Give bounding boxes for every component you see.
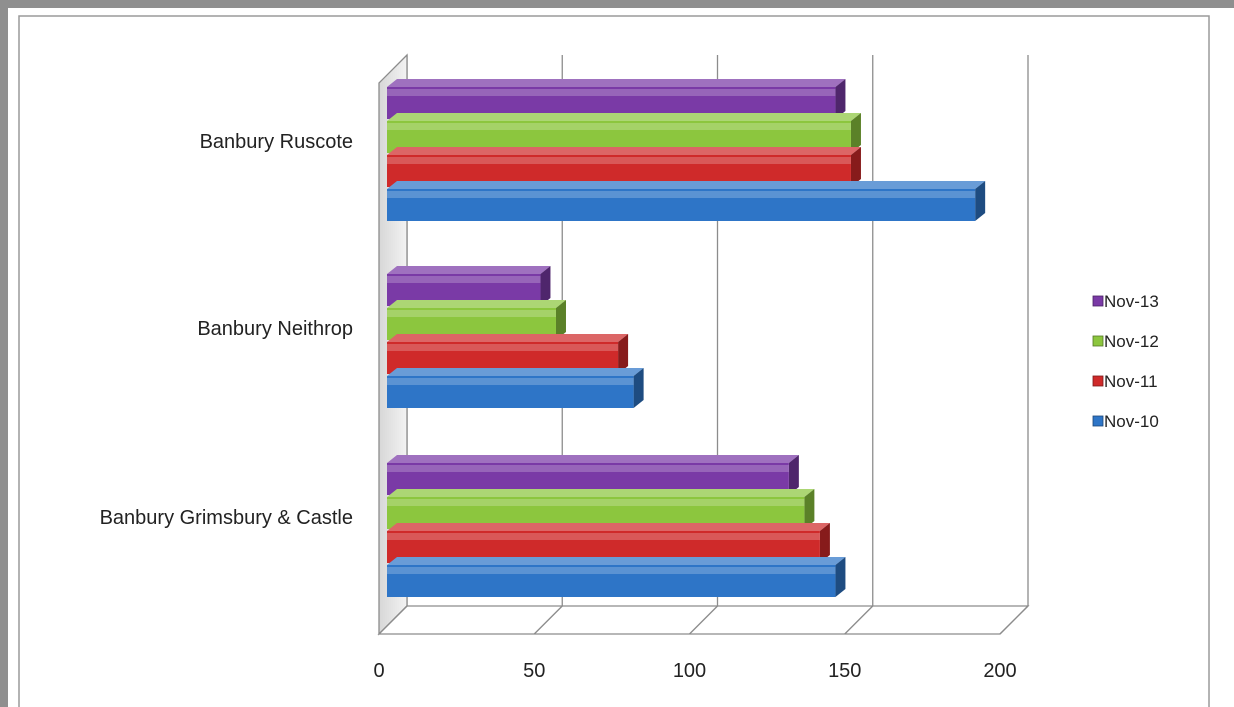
category-label: Banbury Ruscote <box>200 131 353 153</box>
bar-end-face <box>819 523 830 563</box>
legend-item-Nov-10: Nov-10 <box>1092 412 1159 431</box>
bar-end-face <box>835 557 846 597</box>
chart-border-top <box>0 0 1234 8</box>
legend-swatch <box>1092 415 1104 427</box>
bar-end-face <box>555 300 566 340</box>
floor-tick-50 <box>533 605 563 635</box>
bar-top-face <box>387 557 846 565</box>
floor-tick-200 <box>999 605 1029 635</box>
bar-Nov-10-Banbury Neithrop <box>387 368 644 408</box>
bar-end-face <box>975 181 986 221</box>
chart-border-left <box>0 0 8 707</box>
bar-end-face <box>618 334 629 374</box>
x-tick-label: 150 <box>828 660 861 682</box>
bar-end-face <box>788 455 799 495</box>
floor-tick-0 <box>378 605 408 635</box>
category-label: Banbury Grimsbury & Castle <box>100 507 353 529</box>
bar-top-face <box>387 113 861 121</box>
bar-top-face <box>387 455 799 463</box>
legend-item-Nov-13: Nov-13 <box>1092 292 1159 311</box>
bar-highlight <box>387 465 789 472</box>
bar-highlight <box>387 123 851 130</box>
floor-tick-150 <box>844 605 874 635</box>
legend: Nov-13 Nov-12 Nov-11 Nov-10 <box>1092 292 1159 431</box>
chart-inner-border <box>18 15 1210 707</box>
bar-top-face <box>387 334 629 342</box>
category-label: Banbury Neithrop <box>197 318 353 340</box>
x-tick-label: 100 <box>673 660 706 682</box>
legend-swatch <box>1092 375 1104 387</box>
bar-highlight <box>387 310 556 317</box>
x-tick-label: 0 <box>373 660 384 682</box>
bar-top-face <box>387 147 861 155</box>
bar-front-face <box>387 565 836 597</box>
bar-highlight <box>387 533 820 540</box>
bar-Nov-10-Banbury Ruscote <box>387 181 986 221</box>
legend-label: Nov-12 <box>1104 332 1159 351</box>
bar-front-face <box>387 376 634 408</box>
bar-highlight <box>387 567 836 574</box>
bar-top-face <box>387 523 830 531</box>
bar-top-face <box>387 489 815 497</box>
bar-highlight <box>387 157 851 164</box>
bar-top-face <box>387 266 551 274</box>
legend-item-Nov-12: Nov-12 <box>1092 332 1159 351</box>
bar-end-face <box>633 368 644 408</box>
legend-swatch <box>1092 335 1104 347</box>
floor-tick-100 <box>689 605 718 635</box>
bar-end-face <box>540 266 551 306</box>
x-tick-label: 200 <box>983 660 1016 682</box>
legend-label: Nov-11 <box>1104 372 1158 391</box>
legend-label: Nov-13 <box>1104 292 1159 311</box>
bar-end-face <box>850 113 861 153</box>
bar-top-face <box>387 79 846 87</box>
bar-highlight <box>387 499 805 506</box>
bar-highlight <box>387 344 619 351</box>
bar-Nov-10-Banbury Grimsbury & Castle <box>387 557 846 597</box>
bar-top-face <box>387 368 644 376</box>
bar-top-face <box>387 181 986 189</box>
bar-end-face <box>835 79 846 119</box>
legend-item-Nov-11: Nov-11 <box>1092 372 1158 391</box>
bar-top-face <box>387 300 566 308</box>
bar-highlight <box>387 191 976 198</box>
bar-front-face <box>387 189 976 221</box>
legend-label: Nov-10 <box>1104 412 1159 431</box>
bar-highlight <box>387 276 541 283</box>
bar-highlight <box>387 378 634 385</box>
bar-end-face <box>850 147 861 187</box>
plot-area: Banbury Grimsbury & Castle Banbury Neithr… <box>100 53 1030 682</box>
x-tick-label: 50 <box>523 660 545 682</box>
bar-end-face <box>804 489 815 529</box>
bar-highlight <box>387 89 836 96</box>
legend-swatch <box>1092 295 1104 307</box>
